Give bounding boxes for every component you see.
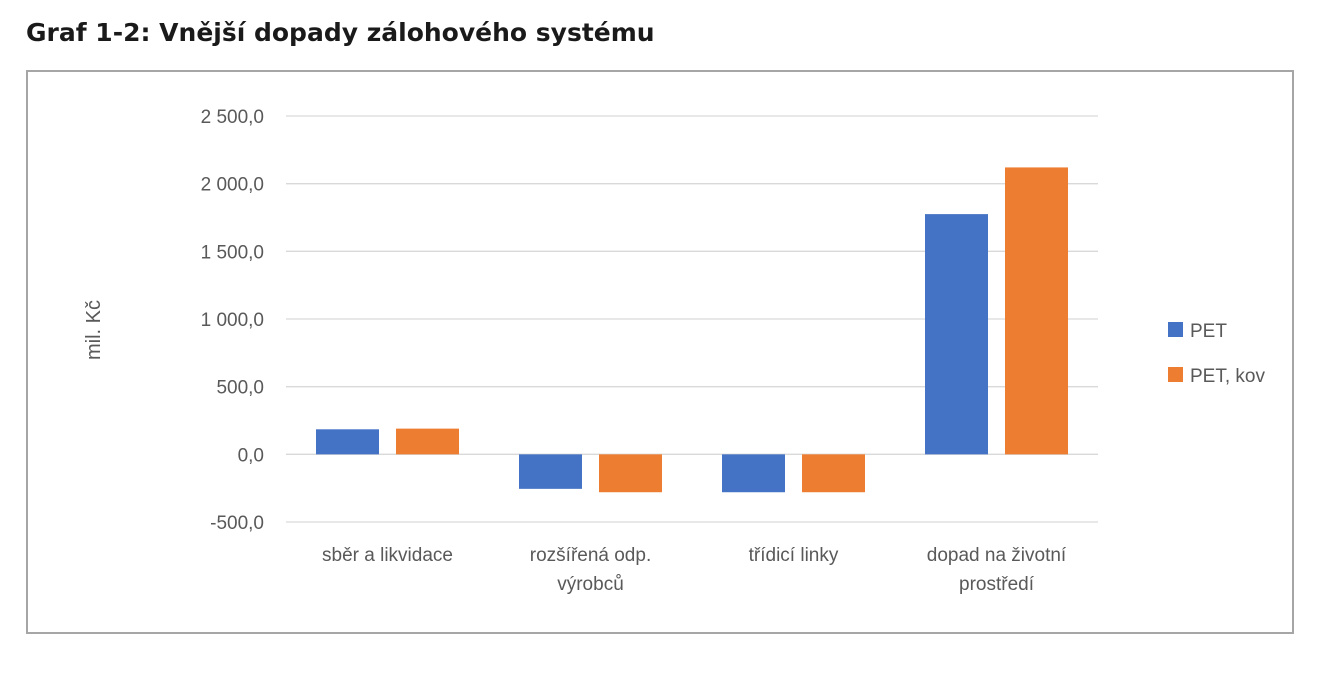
y-tick-label: 0,0 xyxy=(238,445,264,466)
page-title: Graf 1-2: Vnější dopady zálohového systé… xyxy=(26,18,655,47)
bar-pet-kov xyxy=(599,454,662,493)
bar-pet xyxy=(316,429,379,455)
legend-swatch xyxy=(1168,322,1183,337)
x-category-label: rozšířená odp. xyxy=(530,545,651,566)
legend-label: PET, kov xyxy=(1190,366,1265,387)
x-category-label: dopad na životní xyxy=(927,545,1067,566)
bar-pet xyxy=(519,454,582,489)
bar-chart: 2 500,0 2 000,0 1 500,0 1 000,0 500,0 0,0 -500… xyxy=(83,107,1265,595)
chart-frame: 2 500,0 2 000,0 1 500,0 1 000,0 500,0 0,0 -500… xyxy=(26,70,1294,634)
bar-pet xyxy=(925,214,988,455)
bar-pet-kov xyxy=(802,454,865,493)
x-category-label: třídicí linky xyxy=(749,545,839,566)
x-category-label: sběr a likvidace xyxy=(322,545,453,566)
bar-pet-kov xyxy=(396,428,459,455)
bar-pet-kov xyxy=(1005,167,1068,455)
x-category-label: výrobců xyxy=(557,574,624,595)
x-category-label: prostředí xyxy=(959,574,1035,595)
y-tick-label: 500,0 xyxy=(216,378,264,399)
y-tick-label: 2 000,0 xyxy=(201,175,264,196)
legend-swatch xyxy=(1168,367,1183,382)
bar-pet xyxy=(722,454,785,493)
legend-label: PET xyxy=(1190,321,1227,342)
y-tick-label: -500,0 xyxy=(210,513,264,534)
y-tick-label: 1 000,0 xyxy=(201,310,264,331)
y-tick-label: 2 500,0 xyxy=(201,107,264,128)
y-axis-label: mil. Kč xyxy=(83,300,105,360)
y-tick-label: 1 500,0 xyxy=(201,242,264,263)
